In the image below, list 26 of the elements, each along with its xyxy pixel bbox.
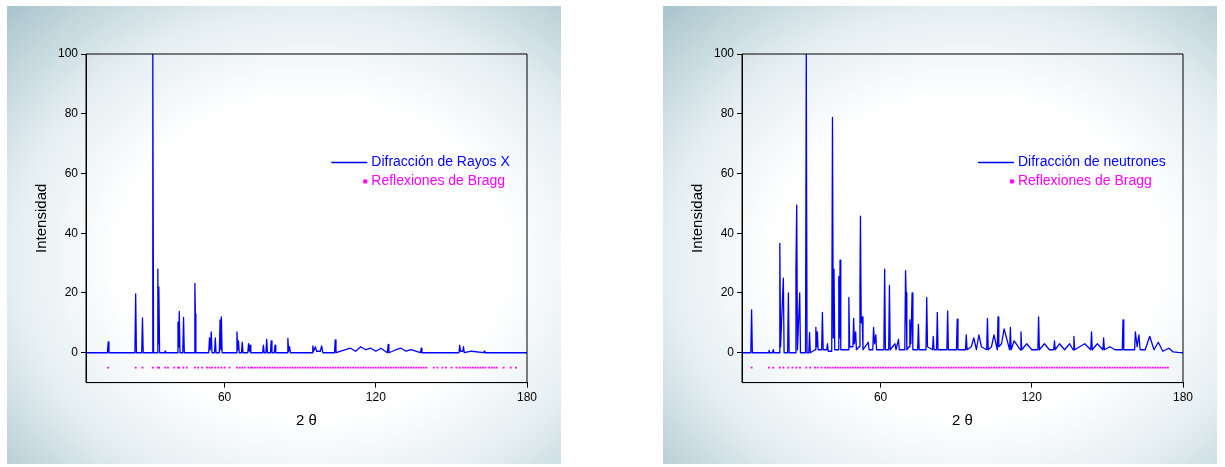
- x-tick-label: 180: [516, 390, 538, 405]
- x-tick-label: 180: [1172, 390, 1194, 405]
- y-tick-label: 0: [71, 345, 79, 360]
- legend-label: Difracción de neutrones: [1017, 153, 1166, 170]
- x-tick-label: 120: [1021, 390, 1043, 405]
- y-tick-label: 40: [64, 225, 79, 240]
- y-tick-label: 100: [57, 46, 79, 61]
- y-tick-label: 0: [727, 345, 735, 360]
- x-axis-title: 2 θ: [296, 411, 317, 429]
- legend-label: Reflexiones de Bragg: [371, 172, 506, 189]
- y-tick-label: 40: [720, 225, 735, 240]
- y-axis-title: Intensidad: [32, 183, 50, 253]
- y-tick-label: 80: [64, 106, 79, 121]
- y-axis-title: Intensidad: [688, 183, 706, 253]
- legend-label: Reflexiones de Bragg: [1017, 172, 1152, 189]
- x-tick-label: 60: [873, 390, 888, 405]
- y-tick-label: 20: [64, 285, 79, 300]
- y-tick-label: 20: [720, 285, 735, 300]
- x-axis-title: 2 θ: [952, 411, 973, 429]
- x-tick-label: 120: [365, 390, 387, 405]
- y-tick-label: 100: [713, 46, 735, 61]
- x-tick-label: 60: [217, 390, 232, 405]
- y-tick-label: 60: [720, 165, 735, 180]
- y-tick-label: 80: [720, 106, 735, 121]
- y-tick-label: 60: [64, 165, 79, 180]
- legend-label: Difracción de Rayos X: [371, 153, 511, 170]
